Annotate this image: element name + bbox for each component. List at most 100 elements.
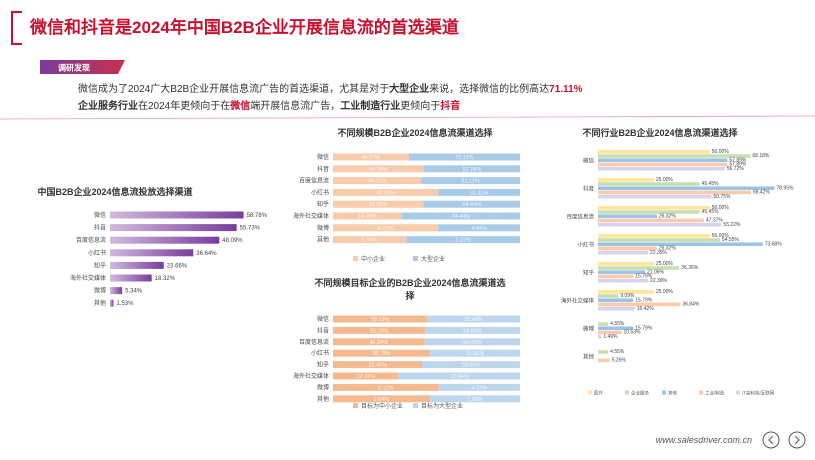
bar-segment xyxy=(430,349,520,357)
category-label: 小红书 xyxy=(577,241,594,249)
category-label: 其他 xyxy=(317,236,329,244)
value-label: 68.18% xyxy=(752,153,770,159)
value-label: 45.45% xyxy=(702,181,720,187)
bar-segment xyxy=(333,349,431,357)
category-label: 微博 xyxy=(583,325,595,333)
value-label: 57.89% xyxy=(729,157,747,163)
tag-bg xyxy=(40,60,125,74)
value-label: 49.06% xyxy=(463,340,482,346)
bar xyxy=(598,218,704,223)
summary-line: 微信成为了2024广大B2B企业开展信息流广告的首选渠道，尤其是对于大型企业来说… xyxy=(78,82,583,95)
bar-segment xyxy=(333,200,424,208)
category-label: 百度信息流 xyxy=(566,213,594,221)
category-label: 海外社交媒体 xyxy=(561,297,595,305)
value-label: 50.00% xyxy=(712,149,730,155)
bar xyxy=(110,249,194,257)
category-label: 知乎 xyxy=(317,361,329,369)
bar xyxy=(110,211,244,219)
legend-swatch xyxy=(699,390,703,395)
value-label: 5.34% xyxy=(125,289,143,295)
value-label: 4.44% xyxy=(471,226,487,232)
value-label: 4.55% xyxy=(610,321,625,327)
bar xyxy=(110,274,152,282)
value-label: 12.24% xyxy=(356,374,375,380)
text: 端开展信息流广告， xyxy=(250,99,340,112)
text: 抖音 xyxy=(440,99,460,112)
legend-swatch xyxy=(353,256,358,261)
prev-button[interactable] xyxy=(762,431,780,449)
bar xyxy=(598,302,681,307)
category-label: 微信 xyxy=(583,157,595,165)
value-label: 22.39% xyxy=(650,250,668,256)
legend-swatch xyxy=(736,390,740,395)
value-label: 55.73% xyxy=(240,226,261,232)
bar-segment xyxy=(333,361,423,369)
value-label: 5.26% xyxy=(612,358,627,364)
category-label: 知乎 xyxy=(94,261,106,269)
value-label: 25.00% xyxy=(656,177,674,183)
value-label: 4.72% xyxy=(471,385,487,391)
value-label: 2.04% xyxy=(374,397,390,403)
bar-segment xyxy=(333,165,424,173)
legend-label: 目标为中小企业 xyxy=(361,402,403,410)
bar-segment xyxy=(398,372,520,380)
title-bracket xyxy=(11,11,22,45)
bar xyxy=(598,250,649,255)
bar-segment xyxy=(333,326,426,334)
bar-segment xyxy=(438,224,520,232)
bar xyxy=(598,294,619,298)
bar xyxy=(598,242,763,246)
bar xyxy=(598,154,751,158)
text: 更倾向于 xyxy=(400,99,440,112)
legend-label: 大型企业 xyxy=(421,255,445,263)
category-label: 抖音 xyxy=(94,224,106,232)
value-label: 24.44% xyxy=(462,202,481,208)
tag: 调研发现 xyxy=(58,63,90,73)
next-icon[interactable] xyxy=(794,435,800,445)
bar-segment xyxy=(422,361,520,369)
value-label: 4.55% xyxy=(610,349,625,355)
value-label: 68.42% xyxy=(753,190,771,196)
value-label: 2.22% xyxy=(455,238,471,244)
category-label: 小红书 xyxy=(311,188,329,196)
value-label: 23.66% xyxy=(167,263,188,269)
bar-segment xyxy=(421,177,520,185)
bar-segment xyxy=(427,315,520,323)
category-label: 百度信息流 xyxy=(299,338,329,346)
bar xyxy=(598,210,700,214)
bar xyxy=(598,186,775,190)
prev-icon[interactable] xyxy=(768,435,774,445)
value-label: 24.44% xyxy=(452,214,471,220)
category-label: 小红书 xyxy=(311,349,329,357)
next-button[interactable] xyxy=(788,431,806,449)
chart-title-box: 不同行业B2B企业2024信息流渠道选择 xyxy=(582,128,737,138)
category-label: 知乎 xyxy=(583,269,595,277)
bar xyxy=(598,246,657,251)
value-label: 22.86% xyxy=(369,202,388,208)
category-label: 知乎 xyxy=(317,200,329,208)
bar-segment xyxy=(333,177,422,185)
bar-segment xyxy=(333,395,431,403)
value-label: 73.68% xyxy=(765,241,783,247)
chart-title-box: 中国B2B企业2024信息流投放选择渠道 xyxy=(37,187,192,197)
value-label: 55.22% xyxy=(723,222,741,228)
value-label: 25.00% xyxy=(656,289,674,295)
bar xyxy=(598,306,635,311)
category-label: 海外社交媒体 xyxy=(293,372,329,380)
legend-label: 目标为大型企业 xyxy=(421,402,463,410)
value-label: 57.78% xyxy=(462,167,481,173)
value-label: 1.89% xyxy=(467,397,483,403)
bar-segment xyxy=(430,395,520,403)
bar-segment xyxy=(333,224,439,232)
category-label: 海外社交媒体 xyxy=(70,274,106,282)
bar xyxy=(110,224,237,232)
category-label: 小红书 xyxy=(88,249,106,257)
value-label: 22.64% xyxy=(450,374,469,380)
value-label: 38.78% xyxy=(372,351,391,357)
value-label: 6.12% xyxy=(378,385,394,391)
value-label: 14.29% xyxy=(358,214,377,220)
bar-segment xyxy=(406,236,520,244)
summary-line: 企业服务行业在2024年更倾向于在微信端开展信息流广告，工业制造行业更倾向于抖音 xyxy=(77,99,460,112)
bar xyxy=(598,206,710,210)
